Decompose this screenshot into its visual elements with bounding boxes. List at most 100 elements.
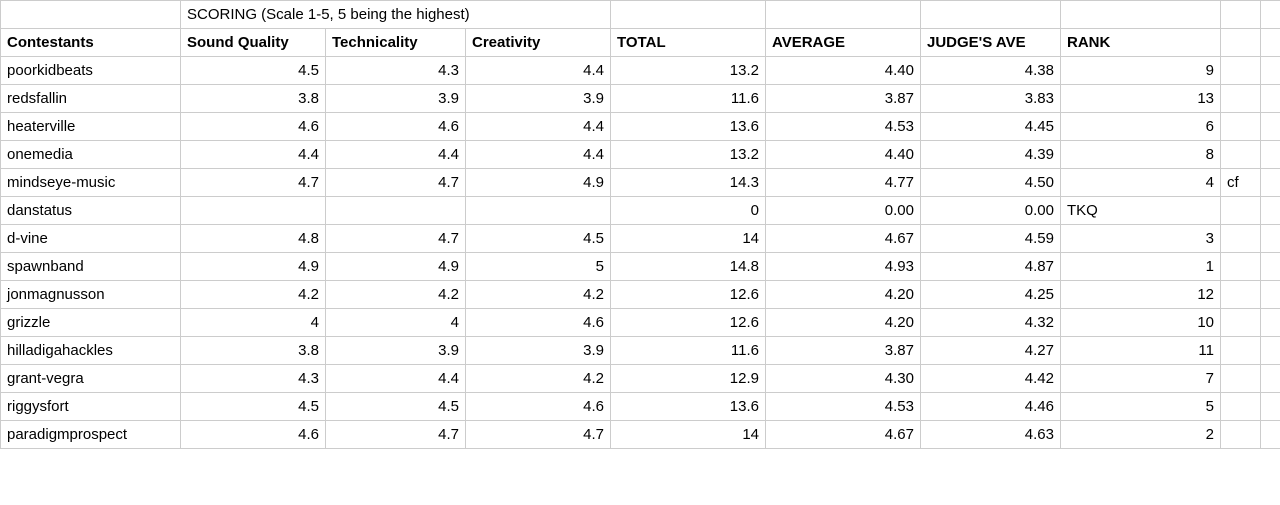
cell-technicality[interactable]: 4.4 <box>326 141 466 169</box>
cell-rank[interactable]: 5 <box>1061 393 1221 421</box>
cell-note[interactable] <box>1221 253 1261 281</box>
cell-average[interactable]: 4.40 <box>766 141 921 169</box>
empty-cell[interactable] <box>1261 113 1280 141</box>
col-rank[interactable]: RANK <box>1061 29 1221 57</box>
cell-creativity[interactable]: 3.9 <box>466 337 611 365</box>
col-judges-ave[interactable]: JUDGE'S AVE <box>921 29 1061 57</box>
cell-sound-quality[interactable]: 4.9 <box>181 253 326 281</box>
scoring-header[interactable]: SCORING (Scale 1-5, 5 being the highest) <box>181 1 611 29</box>
empty-cell[interactable] <box>1261 253 1280 281</box>
empty-cell[interactable] <box>1261 57 1280 85</box>
empty-cell[interactable] <box>1261 393 1280 421</box>
empty-cell[interactable] <box>1261 365 1280 393</box>
cell-sound-quality[interactable]: 4.2 <box>181 281 326 309</box>
empty-cell[interactable] <box>1261 421 1280 449</box>
cell-contestant[interactable]: spawnband <box>1 253 181 281</box>
cell-rank[interactable]: 8 <box>1061 141 1221 169</box>
empty-cell[interactable] <box>1 1 181 29</box>
cell-judges-ave[interactable]: 4.25 <box>921 281 1061 309</box>
cell-creativity[interactable]: 4.6 <box>466 309 611 337</box>
cell-technicality[interactable]: 3.9 <box>326 337 466 365</box>
col-average[interactable]: AVERAGE <box>766 29 921 57</box>
cell-rank[interactable]: 9 <box>1061 57 1221 85</box>
empty-cell[interactable] <box>1261 337 1280 365</box>
cell-sound-quality[interactable]: 4.6 <box>181 113 326 141</box>
cell-note[interactable] <box>1221 57 1261 85</box>
cell-contestant[interactable]: d-vine <box>1 225 181 253</box>
cell-contestant[interactable]: redsfallin <box>1 85 181 113</box>
cell-total[interactable]: 13.2 <box>611 141 766 169</box>
cell-average[interactable]: 0.00 <box>766 197 921 225</box>
cell-sound-quality[interactable]: 4.5 <box>181 393 326 421</box>
cell-technicality[interactable]: 4.9 <box>326 253 466 281</box>
col-contestants[interactable]: Contestants <box>1 29 181 57</box>
cell-creativity[interactable]: 4.7 <box>466 421 611 449</box>
cell-total[interactable]: 12.6 <box>611 281 766 309</box>
empty-cell[interactable] <box>1261 169 1280 197</box>
cell-judges-ave[interactable]: 4.59 <box>921 225 1061 253</box>
cell-note[interactable] <box>1221 85 1261 113</box>
cell-judges-ave[interactable]: 0.00 <box>921 197 1061 225</box>
cell-creativity[interactable]: 4.5 <box>466 225 611 253</box>
cell-note[interactable] <box>1221 281 1261 309</box>
cell-total[interactable]: 11.6 <box>611 337 766 365</box>
cell-technicality[interactable]: 4.3 <box>326 57 466 85</box>
cell-rank[interactable]: 1 <box>1061 253 1221 281</box>
empty-cell[interactable] <box>766 1 921 29</box>
cell-judges-ave[interactable]: 4.32 <box>921 309 1061 337</box>
cell-note[interactable] <box>1221 197 1261 225</box>
cell-rank[interactable]: 2 <box>1061 421 1221 449</box>
empty-cell[interactable] <box>1261 197 1280 225</box>
cell-technicality[interactable]: 3.9 <box>326 85 466 113</box>
cell-judges-ave[interactable]: 4.39 <box>921 141 1061 169</box>
cell-average[interactable]: 4.20 <box>766 281 921 309</box>
cell-contestant[interactable]: onemedia <box>1 141 181 169</box>
cell-creativity[interactable]: 4.2 <box>466 365 611 393</box>
empty-cell[interactable] <box>1221 1 1261 29</box>
cell-total[interactable]: 13.2 <box>611 57 766 85</box>
cell-judges-ave[interactable]: 4.45 <box>921 113 1061 141</box>
cell-note[interactable] <box>1221 309 1261 337</box>
cell-sound-quality[interactable]: 4.8 <box>181 225 326 253</box>
cell-judges-ave[interactable]: 4.42 <box>921 365 1061 393</box>
empty-cell[interactable] <box>1221 29 1261 57</box>
cell-technicality[interactable]: 4.5 <box>326 393 466 421</box>
cell-total[interactable]: 13.6 <box>611 113 766 141</box>
cell-judges-ave[interactable]: 4.87 <box>921 253 1061 281</box>
cell-contestant[interactable]: riggysfort <box>1 393 181 421</box>
col-total[interactable]: TOTAL <box>611 29 766 57</box>
cell-sound-quality[interactable]: 4 <box>181 309 326 337</box>
cell-contestant[interactable]: mindseye-music <box>1 169 181 197</box>
cell-average[interactable]: 3.87 <box>766 85 921 113</box>
cell-average[interactable]: 3.87 <box>766 337 921 365</box>
cell-note[interactable] <box>1221 225 1261 253</box>
empty-cell[interactable] <box>1261 29 1280 57</box>
cell-average[interactable]: 4.53 <box>766 113 921 141</box>
cell-technicality[interactable] <box>326 197 466 225</box>
cell-rank[interactable]: 6 <box>1061 113 1221 141</box>
empty-cell[interactable] <box>1261 309 1280 337</box>
cell-creativity[interactable]: 4.6 <box>466 393 611 421</box>
col-creativity[interactable]: Creativity <box>466 29 611 57</box>
cell-technicality[interactable]: 4.2 <box>326 281 466 309</box>
cell-sound-quality[interactable]: 4.4 <box>181 141 326 169</box>
cell-rank[interactable]: 11 <box>1061 337 1221 365</box>
cell-contestant[interactable]: grant-vegra <box>1 365 181 393</box>
col-technicality[interactable]: Technicality <box>326 29 466 57</box>
empty-cell[interactable] <box>1261 85 1280 113</box>
cell-contestant[interactable]: grizzle <box>1 309 181 337</box>
cell-total[interactable]: 14 <box>611 225 766 253</box>
empty-cell[interactable] <box>1261 1 1280 29</box>
cell-creativity[interactable]: 4.2 <box>466 281 611 309</box>
cell-judges-ave[interactable]: 4.27 <box>921 337 1061 365</box>
cell-sound-quality[interactable]: 3.8 <box>181 337 326 365</box>
col-sound-quality[interactable]: Sound Quality <box>181 29 326 57</box>
cell-creativity[interactable]: 3.9 <box>466 85 611 113</box>
cell-rank[interactable]: 7 <box>1061 365 1221 393</box>
cell-sound-quality[interactable]: 4.5 <box>181 57 326 85</box>
cell-rank[interactable]: 12 <box>1061 281 1221 309</box>
cell-total[interactable]: 0 <box>611 197 766 225</box>
cell-sound-quality[interactable]: 4.6 <box>181 421 326 449</box>
cell-average[interactable]: 4.53 <box>766 393 921 421</box>
cell-note[interactable] <box>1221 421 1261 449</box>
